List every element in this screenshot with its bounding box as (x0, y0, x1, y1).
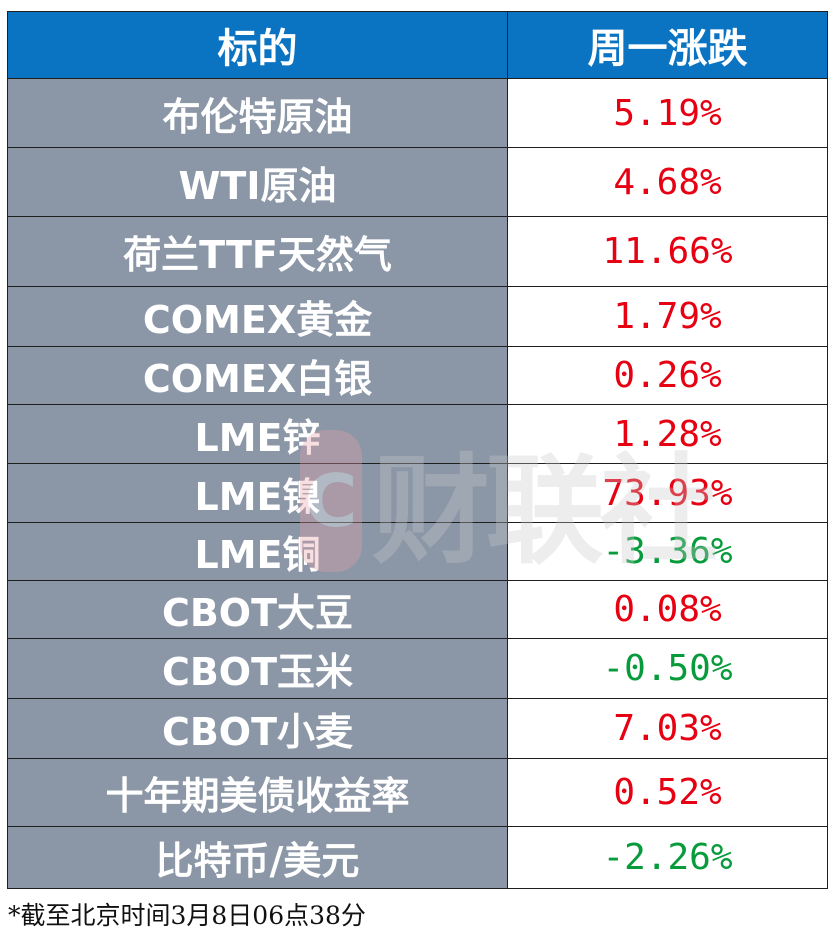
asset-name: LME铜 (7, 522, 508, 581)
change-value: 73.93% (507, 463, 828, 523)
change-value: -2.26% (507, 826, 828, 889)
asset-name: COMEX白银 (7, 346, 508, 405)
table-row: 比特币/美元 -2.26% (7, 826, 828, 889)
change-value: 0.26% (507, 346, 828, 405)
asset-name: CBOT玉米 (7, 638, 508, 699)
change-value: -3.36% (507, 522, 828, 581)
change-value: 11.66% (507, 216, 828, 287)
change-value: 0.08% (507, 580, 828, 639)
table-row: LME锌 1.28% (7, 404, 828, 464)
asset-name: 十年期美债收益率 (7, 758, 508, 827)
asset-name: LME锌 (7, 404, 508, 464)
change-value: 1.79% (507, 286, 828, 347)
market-change-table: 标的 周一涨跌 布伦特原油 5.19% WTI原油 4.68% 荷兰TTF天然气… (7, 11, 828, 889)
table-row: CBOT小麦 7.03% (7, 698, 828, 759)
table-row: LME镍 73.93% (7, 463, 828, 523)
table-row: CBOT大豆 0.08% (7, 580, 828, 639)
asset-name: 荷兰TTF天然气 (7, 216, 508, 287)
change-value: 7.03% (507, 698, 828, 759)
change-value: 4.68% (507, 147, 828, 217)
table-row: 十年期美债收益率 0.52% (7, 758, 828, 827)
asset-name: COMEX黄金 (7, 286, 508, 347)
change-value: 0.52% (507, 758, 828, 827)
change-value: 5.19% (507, 78, 828, 148)
asset-name: CBOT大豆 (7, 580, 508, 639)
change-value: -0.50% (507, 638, 828, 699)
asset-name: CBOT小麦 (7, 698, 508, 759)
table-row: COMEX白银 0.26% (7, 346, 828, 405)
asset-name: WTI原油 (7, 147, 508, 217)
table-row: 荷兰TTF天然气 11.66% (7, 216, 828, 287)
table-header-row: 标的 周一涨跌 (7, 11, 828, 79)
table-row: CBOT玉米 -0.50% (7, 638, 828, 699)
table-row: 布伦特原油 5.19% (7, 78, 828, 148)
change-value: 1.28% (507, 404, 828, 464)
asset-name: 比特币/美元 (7, 826, 508, 889)
table-row: COMEX黄金 1.79% (7, 286, 828, 347)
asset-name: 布伦特原油 (7, 78, 508, 148)
header-asset: 标的 (7, 11, 508, 79)
header-monday-change: 周一涨跌 (507, 11, 828, 79)
footnote: *截至北京时间3月8日06点38分 (8, 901, 366, 930)
asset-name: LME镍 (7, 463, 508, 523)
table-row: WTI原油 4.68% (7, 147, 828, 217)
table-row: LME铜 -3.36% (7, 522, 828, 581)
